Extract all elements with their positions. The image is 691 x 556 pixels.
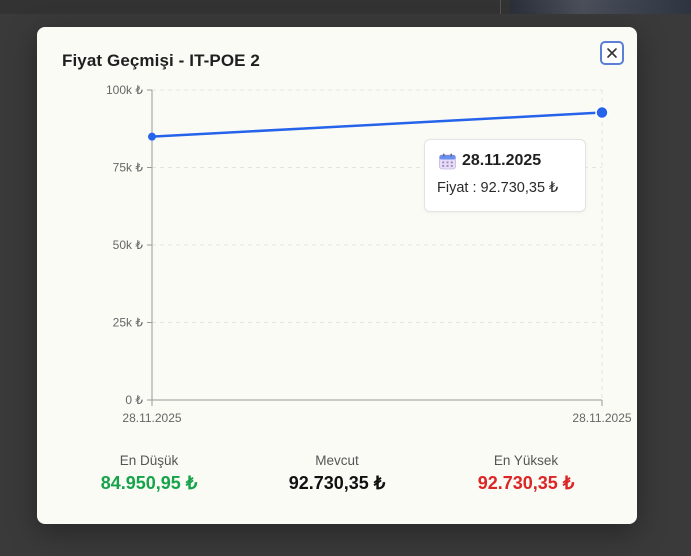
y-tick-label: 75k ₺ (113, 161, 144, 175)
modal-title: Fiyat Geçmişi - IT-POE 2 (62, 51, 260, 70)
chart-series (148, 105, 609, 141)
y-tick-label: 25k ₺ (113, 316, 144, 330)
chart-tooltip: 28.11.2025 Fiyat : 92.730,35 ₺ (424, 139, 586, 212)
y-tick-label: 0 ₺ (125, 393, 143, 407)
x-tick-label: 28.11.2025 (572, 411, 631, 425)
stat-current-label: Mevcut (315, 453, 359, 468)
background-image (510, 0, 691, 14)
tooltip-price: Fiyat : 92.730,35 ₺ (437, 180, 559, 196)
calendar-icon (439, 153, 456, 169)
chart-grid (152, 89, 603, 400)
y-tick-label: 100k ₺ (106, 83, 143, 97)
price-chart: 0 ₺25k ₺50k ₺75k ₺100k ₺28.11.2025 28.11.… (106, 83, 632, 425)
stat-min-value: 84.950,95 ₺ (100, 473, 198, 493)
close-icon (607, 48, 617, 58)
stat-min: En Düşük 84.950,95 ₺ (49, 453, 249, 494)
price-stats: En Düşük 84.950,95 ₺ Mevcut 92.730,35 ₺ … (37, 453, 637, 503)
price-history-modal: Fiyat Geçmişi - IT-POE 2 0 ₺ 25k ₺ 50k ₺ 75… (37, 27, 637, 524)
background-divider (500, 0, 501, 14)
stat-max-label: En Yüksek (493, 453, 559, 468)
series-line (151, 111, 603, 138)
stat-current: Mevcut 92.730,35 ₺ (237, 453, 437, 494)
y-tick-label: 50k ₺ (113, 238, 144, 252)
stat-min-label: En Düşük (119, 453, 179, 468)
data-point[interactable] (595, 105, 609, 120)
chart-axes: 0 ₺25k ₺50k ₺75k ₺100k ₺28.11.2025 28.11.… (106, 83, 632, 425)
tooltip-date: 28.11.2025 (462, 152, 542, 169)
data-point[interactable] (148, 132, 156, 141)
x-tick-label: 28.11.2025 (122, 411, 181, 425)
stat-max: En Yüksek 92.730,35 ₺ (426, 453, 626, 494)
close-button[interactable] (600, 41, 624, 65)
stat-max-value: 92.730,35 ₺ (477, 473, 575, 493)
stat-current-value: 92.730,35 ₺ (288, 473, 386, 493)
